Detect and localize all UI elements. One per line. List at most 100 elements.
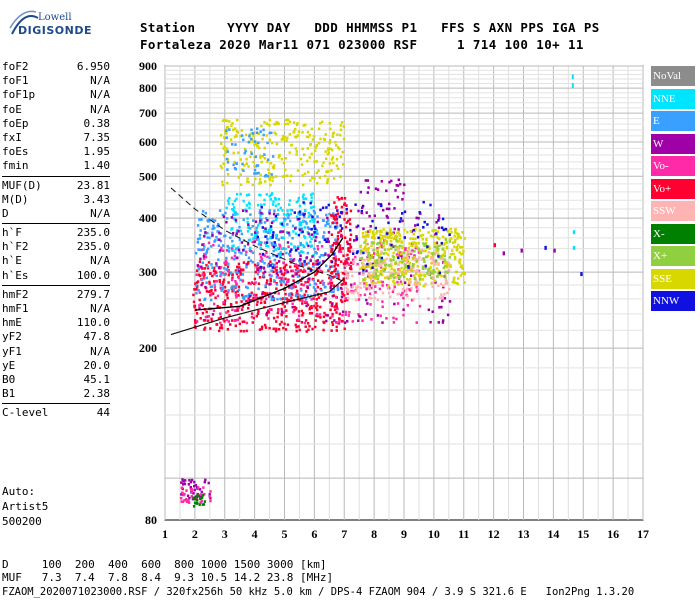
echo-point xyxy=(438,296,442,299)
echo-point xyxy=(421,237,424,241)
echo-point xyxy=(331,323,335,326)
echo-point xyxy=(458,251,461,254)
echo-point xyxy=(187,483,191,486)
echo-point xyxy=(275,272,278,275)
echo-point xyxy=(314,149,317,152)
echo-point xyxy=(309,220,312,223)
echo-point xyxy=(303,215,306,219)
echo-point xyxy=(376,270,379,273)
echo-point xyxy=(442,285,445,289)
echo-point xyxy=(356,262,359,266)
echo-point xyxy=(442,266,445,270)
echo-point xyxy=(456,234,460,238)
echo-point xyxy=(340,260,343,263)
echo-point xyxy=(201,282,204,285)
echo-point xyxy=(318,255,321,259)
echo-point xyxy=(334,225,337,229)
echo-point xyxy=(194,484,197,487)
param-name: yF1 xyxy=(2,344,22,358)
echo-point xyxy=(453,245,456,249)
echo-point xyxy=(287,118,290,122)
echo-point xyxy=(229,302,233,306)
echo-point xyxy=(283,296,287,300)
echo-point xyxy=(330,304,333,308)
echo-point xyxy=(458,235,461,238)
echo-point xyxy=(216,294,220,298)
echo-point xyxy=(355,286,358,289)
echo-point xyxy=(437,273,440,276)
echo-point xyxy=(271,179,274,183)
echo-point xyxy=(418,256,421,259)
echo-point xyxy=(363,293,367,297)
echo-point xyxy=(280,223,284,226)
echo-point xyxy=(249,282,252,286)
echo-point xyxy=(305,135,309,139)
echo-point xyxy=(256,300,259,304)
echo-point xyxy=(239,192,242,196)
param-row-h-f2: h`F2 235.0 xyxy=(2,240,110,254)
echo-point xyxy=(223,290,226,294)
echo-point xyxy=(372,248,376,252)
echo-point xyxy=(337,146,340,149)
echo-point xyxy=(318,261,322,264)
echo-point xyxy=(402,313,405,317)
echo-point xyxy=(200,496,204,500)
echo-point xyxy=(180,493,183,496)
echo-point xyxy=(366,191,369,194)
param-value: 23.81 xyxy=(76,178,110,192)
echo-point xyxy=(352,252,355,255)
echo-point xyxy=(418,278,422,281)
echo-point xyxy=(236,309,239,312)
echo-point xyxy=(310,298,313,301)
echo-point xyxy=(307,328,310,332)
echo-point xyxy=(348,290,351,294)
echo-point xyxy=(307,232,310,235)
echo-point xyxy=(278,323,282,326)
param-name: foF2 xyxy=(2,60,29,73)
echo-point xyxy=(297,318,300,321)
echo-point xyxy=(427,308,430,312)
echo-point xyxy=(239,134,242,138)
echo-point xyxy=(301,131,304,134)
echo-point xyxy=(226,296,229,300)
echo-point xyxy=(253,164,256,168)
echo-point xyxy=(426,272,429,275)
echo-point xyxy=(346,242,350,246)
echo-point xyxy=(221,249,225,252)
echo-point xyxy=(269,225,273,228)
echo-point xyxy=(350,289,353,293)
echo-point xyxy=(448,287,451,291)
echo-point xyxy=(260,205,263,209)
echo-point xyxy=(308,306,312,309)
echo-point xyxy=(344,270,348,273)
echo-point xyxy=(227,273,231,277)
echo-point xyxy=(420,248,424,252)
echo-point xyxy=(270,173,273,176)
echo-point xyxy=(396,255,399,258)
muf-row: MUF 7.3 7.4 7.8 8.4 9.3 10.5 14.2 23.8 [… xyxy=(2,571,334,584)
echo-point xyxy=(305,256,309,259)
echo-point xyxy=(212,292,215,295)
echo-point xyxy=(219,134,223,137)
echo-point xyxy=(343,272,346,276)
echo-point xyxy=(274,218,278,222)
echo-point xyxy=(338,147,341,151)
echo-point xyxy=(252,296,255,300)
echo-point xyxy=(385,214,388,218)
echo-point xyxy=(334,140,337,144)
echo-point xyxy=(388,235,391,239)
echo-point xyxy=(372,273,375,276)
echo-point xyxy=(222,318,225,321)
echo-point xyxy=(268,273,271,277)
legend-item-ssw: SSW xyxy=(651,201,695,221)
echo-point xyxy=(237,248,241,252)
echo-point xyxy=(215,323,218,326)
echo-point xyxy=(311,215,314,219)
echo-point xyxy=(247,180,250,184)
param-name: h`Es xyxy=(2,268,29,282)
echo-point xyxy=(386,287,390,290)
echo-point xyxy=(270,236,273,239)
echo-point xyxy=(180,486,184,490)
echo-point xyxy=(271,176,275,179)
echo-point xyxy=(432,228,435,232)
